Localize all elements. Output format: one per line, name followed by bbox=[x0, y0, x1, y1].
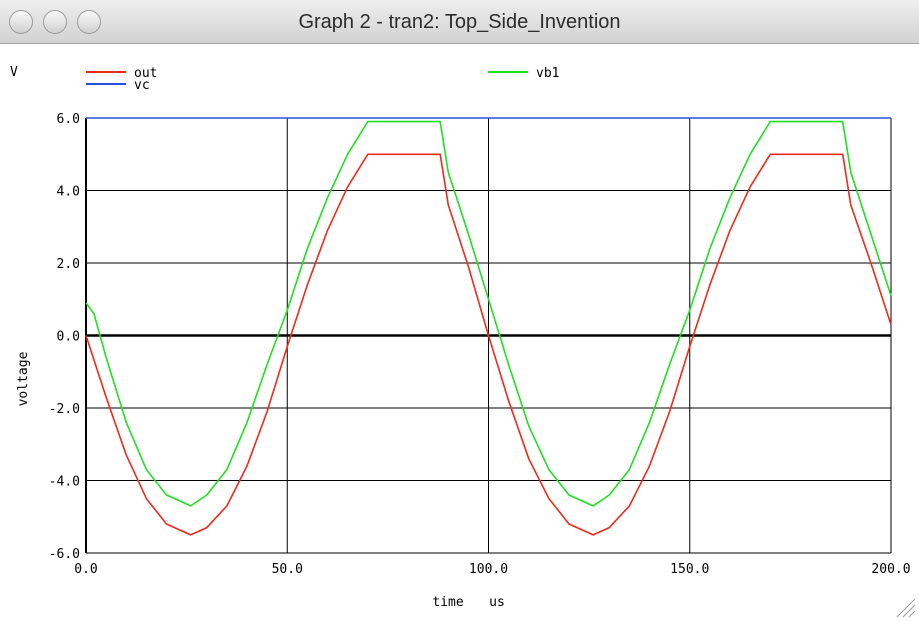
close-window-button[interactable] bbox=[9, 10, 33, 34]
y-tick-label-6: -6.0 bbox=[49, 547, 80, 562]
x-tick-label-4: 200.0 bbox=[871, 562, 910, 577]
y-tick-label-0: 6.0 bbox=[57, 112, 80, 127]
unit-label: V bbox=[10, 65, 18, 80]
y-tick-label-3: 0.0 bbox=[57, 330, 80, 345]
legend: V out vc vb1 bbox=[10, 65, 559, 93]
y-tick-label-4: -2.0 bbox=[49, 402, 80, 417]
y-tick-label-5: -4.0 bbox=[49, 475, 80, 490]
y-tick-label-1: 4.0 bbox=[57, 185, 80, 200]
graph-area[interactable]: V out vc vb1 0.0 50.0 100.0 150.0 200.0 6.0 4.… bbox=[0, 44, 919, 621]
resize-grip-icon[interactable] bbox=[893, 595, 917, 619]
axis-ticks: 0.0 50.0 100.0 150.0 200.0 6.0 4.0 2.0 0.0 -2.0 -4… bbox=[49, 112, 911, 577]
legend-label-vb1: vb1 bbox=[536, 66, 559, 81]
x-tick-label-3: 150.0 bbox=[670, 562, 709, 577]
minimize-window-button[interactable] bbox=[43, 10, 67, 34]
series-line-out bbox=[85, 153, 892, 536]
legend-label-out: out bbox=[134, 66, 157, 81]
y-tick-label-2: 2.0 bbox=[57, 257, 80, 272]
x-tick-label-0: 0.0 bbox=[74, 562, 97, 577]
zoom-window-button[interactable] bbox=[77, 10, 101, 34]
x-axis-label: time bbox=[432, 595, 463, 610]
y-axis-label: voltage bbox=[16, 351, 31, 406]
series-line-vb1 bbox=[85, 120, 892, 507]
title-bar[interactable]: Graph 2 - tran2: Top_Side_Invention bbox=[0, 0, 919, 44]
x-tick-label-1: 50.0 bbox=[272, 562, 303, 577]
legend-label-vc: vc bbox=[134, 78, 150, 93]
x-axis-unit: us bbox=[489, 595, 505, 610]
window-title: Graph 2 - tran2: Top_Side_Invention bbox=[298, 11, 621, 33]
x-tick-label-2: 100.0 bbox=[469, 562, 508, 577]
plot-series bbox=[85, 117, 892, 536]
